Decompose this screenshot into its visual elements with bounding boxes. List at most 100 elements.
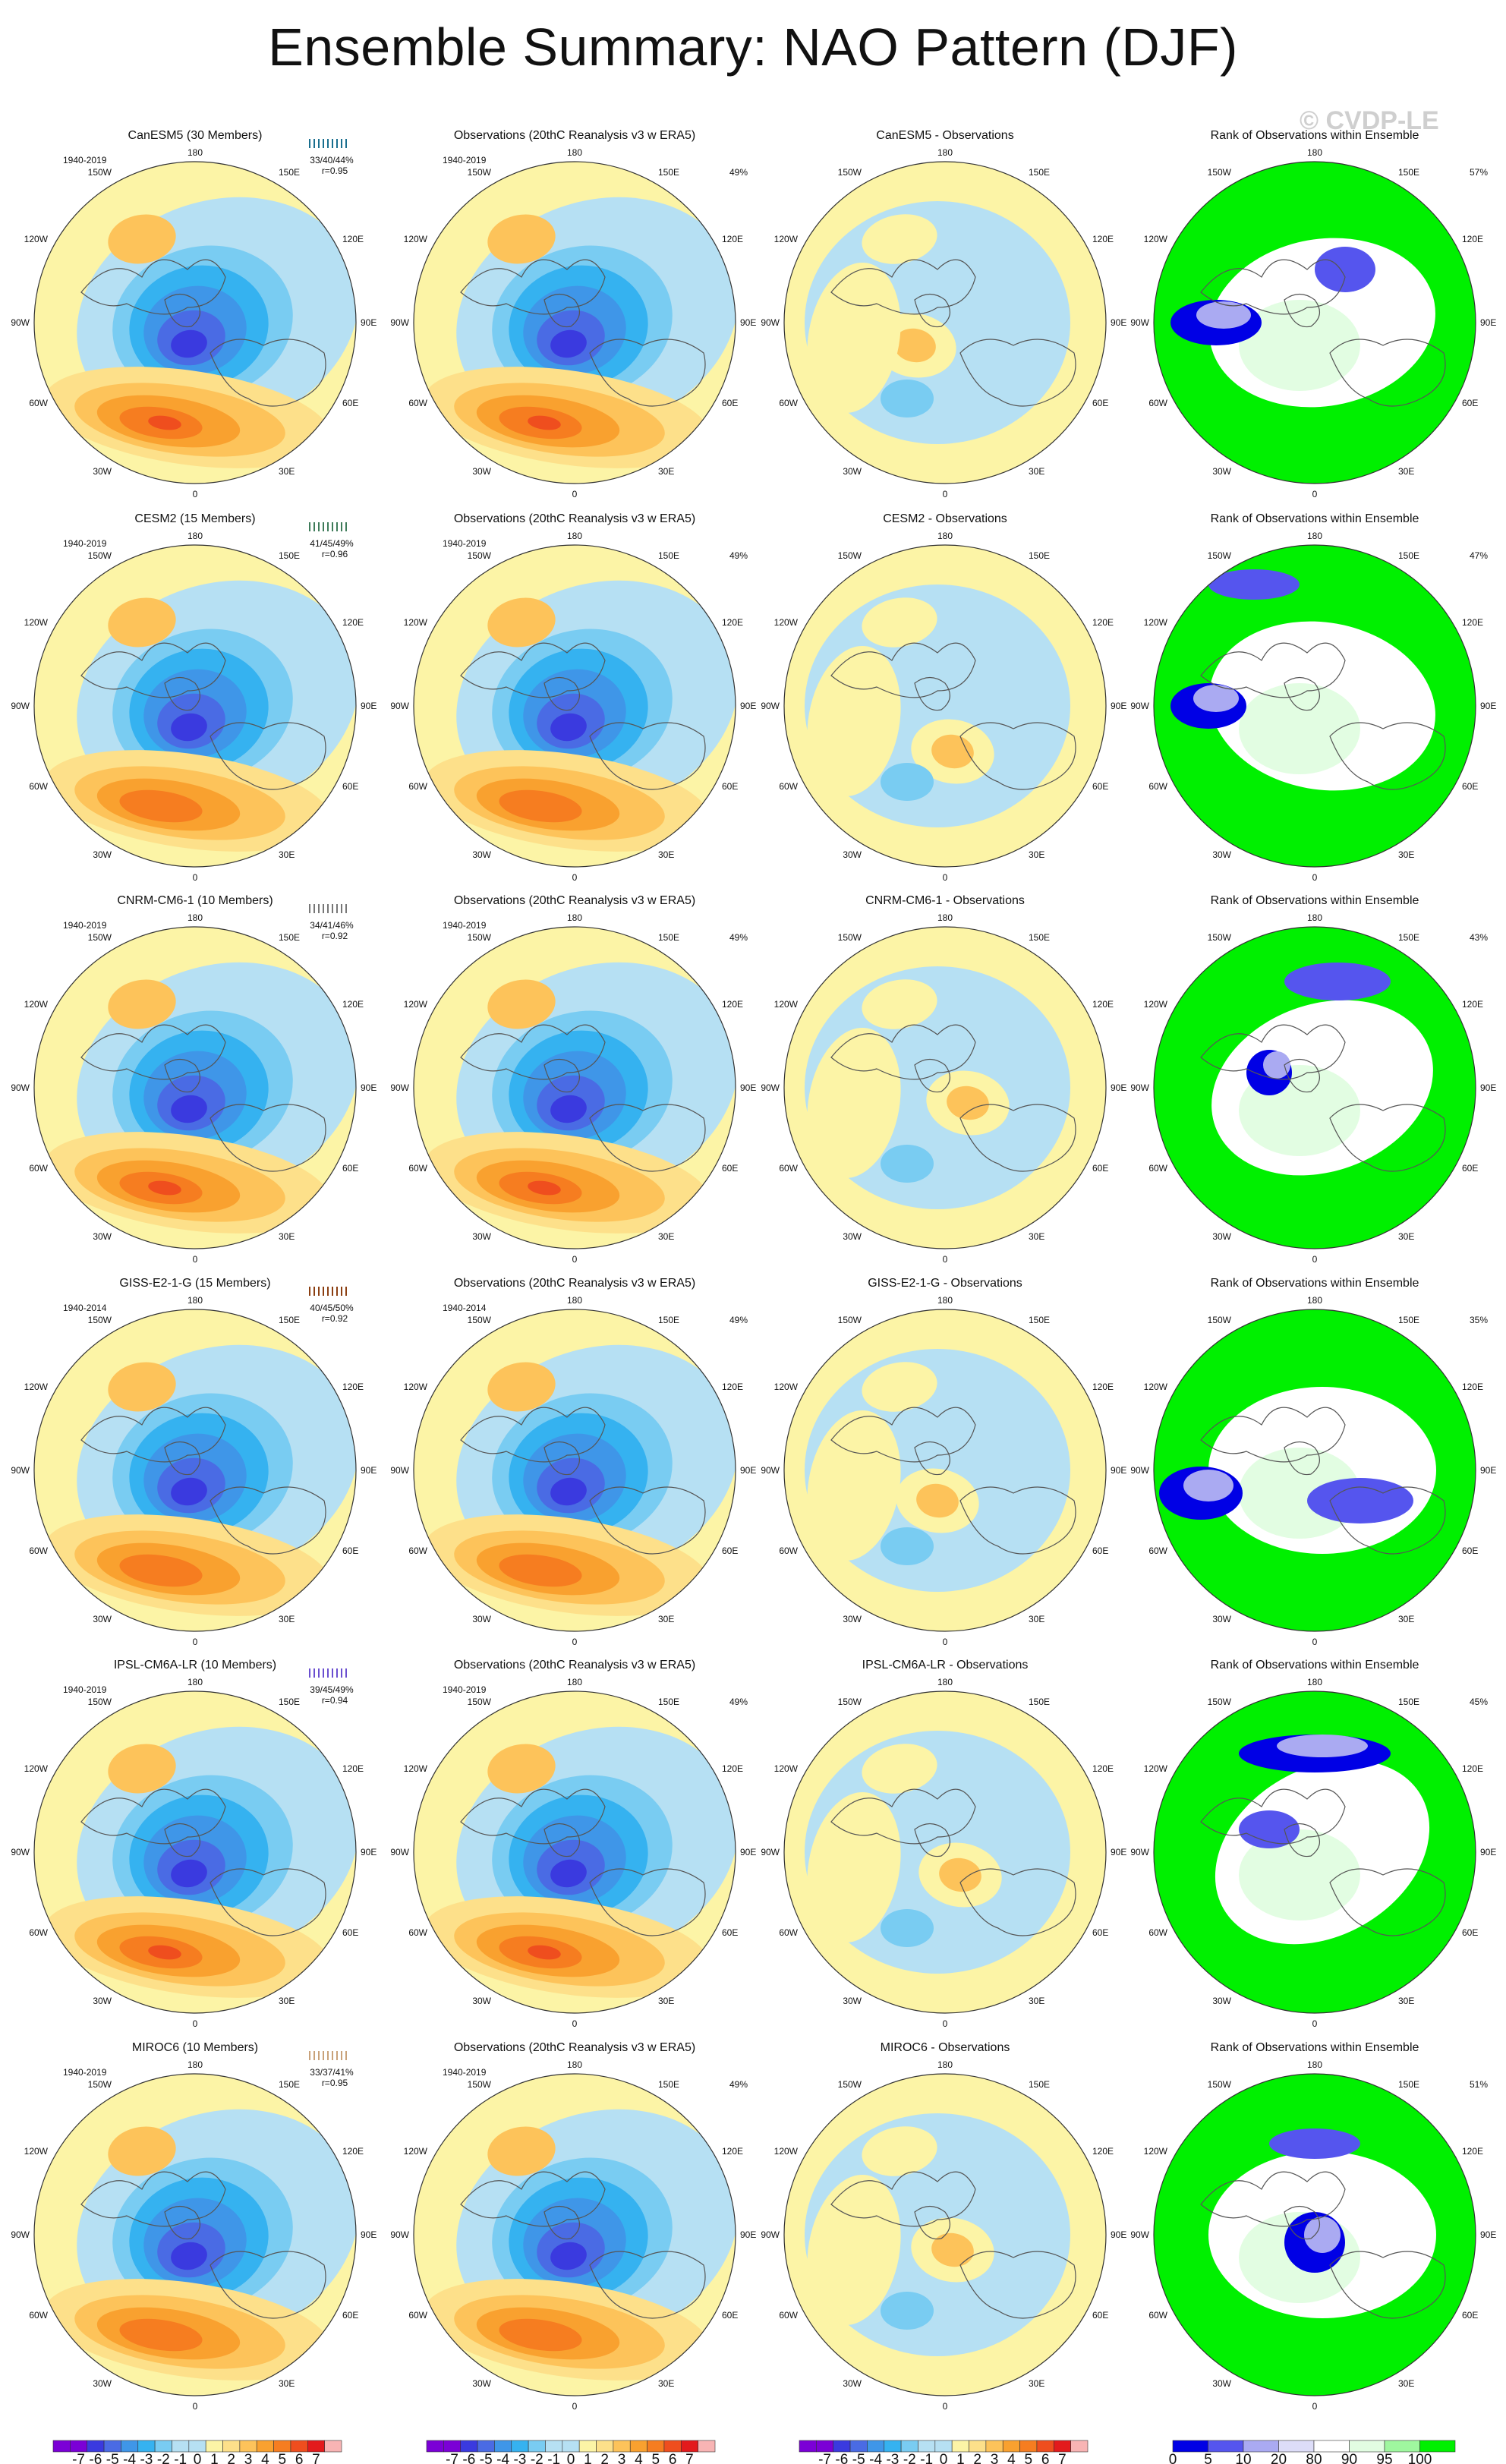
coastline xyxy=(589,1486,706,1555)
lon-label: 90W xyxy=(11,1082,30,1093)
lon-label: 30W xyxy=(1212,1231,1231,1242)
map-body xyxy=(34,2074,356,2396)
map-border xyxy=(1153,2073,1476,2396)
map-body xyxy=(784,545,1106,867)
lon-label: 90W xyxy=(761,1465,780,1476)
map-panel: Rank of Observations within Ensemble 35% 1… xyxy=(1130,1277,1496,1647)
lon-label: 60W xyxy=(408,1546,427,1556)
lon-label: 0 xyxy=(193,1254,198,1265)
member-tick xyxy=(323,1287,324,1296)
lon-label: 30W xyxy=(843,849,862,860)
lon-label: 60W xyxy=(1148,1546,1167,1556)
lon-label: 0 xyxy=(943,872,948,883)
member-tick xyxy=(336,522,338,531)
lon-label: 60W xyxy=(1148,1163,1167,1174)
coastline xyxy=(589,722,706,790)
coastline xyxy=(80,1788,226,1845)
map-border xyxy=(413,544,736,868)
panel-title: MIROC6 (10 Members) xyxy=(132,2041,258,2054)
member-tick xyxy=(327,1287,329,1296)
lon-label: 60E xyxy=(1092,398,1108,408)
coastline xyxy=(164,293,200,328)
coastline xyxy=(830,1788,976,1845)
colorbar-swatch xyxy=(121,2440,139,2453)
lon-label: 0 xyxy=(572,872,578,883)
panel-title: CESM2 (15 Members) xyxy=(134,512,255,525)
lon-label: 150E xyxy=(658,2079,679,2090)
lon-label: 150E xyxy=(279,1315,300,1325)
lon-label: 180 xyxy=(187,531,203,541)
lon-label: 60W xyxy=(408,781,427,792)
lon-label: 30W xyxy=(843,1996,862,2006)
member-tick xyxy=(309,522,310,531)
lon-label: 90W xyxy=(1130,1082,1149,1093)
colorbar-swatch xyxy=(833,2440,851,2453)
map-panel: Rank of Observations within Ensemble 45% 1… xyxy=(1130,1659,1496,2029)
member-tick xyxy=(313,2051,315,2060)
coastline xyxy=(1329,722,1446,790)
member-tick xyxy=(327,2051,329,2060)
panel-title: CNRM-CM6-1 - Observations xyxy=(865,894,1025,907)
lon-label: 0 xyxy=(943,2401,948,2412)
pos-field xyxy=(528,1945,561,1960)
map-border xyxy=(783,1309,1107,1632)
panel-title: Observations (20thC Reanalysis v3 w ERA5… xyxy=(454,1277,695,1290)
lon-label: 180 xyxy=(937,1295,953,1306)
member-tick xyxy=(323,2051,324,2060)
colorbar-swatch xyxy=(1243,2440,1279,2453)
lon-label: 180 xyxy=(1307,531,1322,541)
pos-field xyxy=(148,1180,181,1196)
lon-label: 90E xyxy=(740,317,756,328)
lon-label: 180 xyxy=(567,1295,582,1306)
neg-field xyxy=(550,1477,587,1506)
colorbar-tick: -7 xyxy=(72,2452,85,2464)
lon-label: 150E xyxy=(658,1315,679,1325)
pos-field xyxy=(893,328,936,363)
colorbar-swatch xyxy=(698,2440,716,2453)
lon-label: 120W xyxy=(774,234,799,244)
rank-field xyxy=(1307,1478,1413,1523)
map-border xyxy=(33,544,357,868)
lon-label: 60E xyxy=(1092,1546,1108,1556)
lon-label: 120W xyxy=(24,617,49,628)
map-panel: Observations (20thC Reanalysis v3 w ERA5… xyxy=(390,1659,756,2029)
coastline xyxy=(210,339,326,407)
map-border xyxy=(1153,1309,1476,1632)
rank-field xyxy=(1263,1051,1290,1079)
lon-label: 30W xyxy=(1212,1614,1231,1624)
rank-field xyxy=(1239,683,1360,774)
lon-label: 30W xyxy=(472,849,491,860)
colorbar-tick: -4 xyxy=(869,2452,882,2464)
lon-label: 120W xyxy=(1144,999,1168,1010)
coastline xyxy=(959,1104,1076,1172)
lon-label: 150W xyxy=(838,2079,862,2090)
lon-label: 120W xyxy=(774,1382,799,1392)
lon-label: 60E xyxy=(342,781,358,792)
colorbar-tick: 0 xyxy=(194,2452,202,2464)
pattern-corr: r=0.94 xyxy=(322,1695,348,1706)
colorbar-swatch xyxy=(1208,2440,1244,2453)
map-border xyxy=(783,544,1107,868)
neg-field xyxy=(550,2242,587,2270)
lon-label: 120E xyxy=(1462,1382,1483,1392)
pct-explained: 33/40/44% xyxy=(310,155,354,165)
panel-title: Observations (20thC Reanalysis v3 w ERA5… xyxy=(454,1659,695,1672)
pos-field xyxy=(939,1857,981,1892)
colorbar-swatch xyxy=(477,2440,495,2453)
lon-label: 120W xyxy=(1144,2146,1168,2157)
colorbar-swatch xyxy=(528,2440,546,2453)
map-panel: CNRM-CM6-1 (10 Members) 1940-2019 34/41/46… xyxy=(11,894,376,1265)
years-label: 1940-2019 xyxy=(63,2067,107,2078)
pos-field xyxy=(499,1554,582,1587)
lon-label: 120E xyxy=(342,617,364,628)
map-border xyxy=(413,2073,736,2396)
colorbar-tick: -5 xyxy=(480,2452,493,2464)
lon-label: 150W xyxy=(468,167,492,178)
colorbar-swatch xyxy=(273,2440,291,2453)
lon-label: 0 xyxy=(1312,1254,1318,1265)
colorbar-tick: 3 xyxy=(991,2452,999,2464)
map-body xyxy=(1154,545,1476,867)
lon-label: 120E xyxy=(342,1382,364,1392)
colorbar-swatch xyxy=(578,2440,597,2453)
panel-title: Observations (20thC Reanalysis v3 w ERA5… xyxy=(454,129,695,142)
